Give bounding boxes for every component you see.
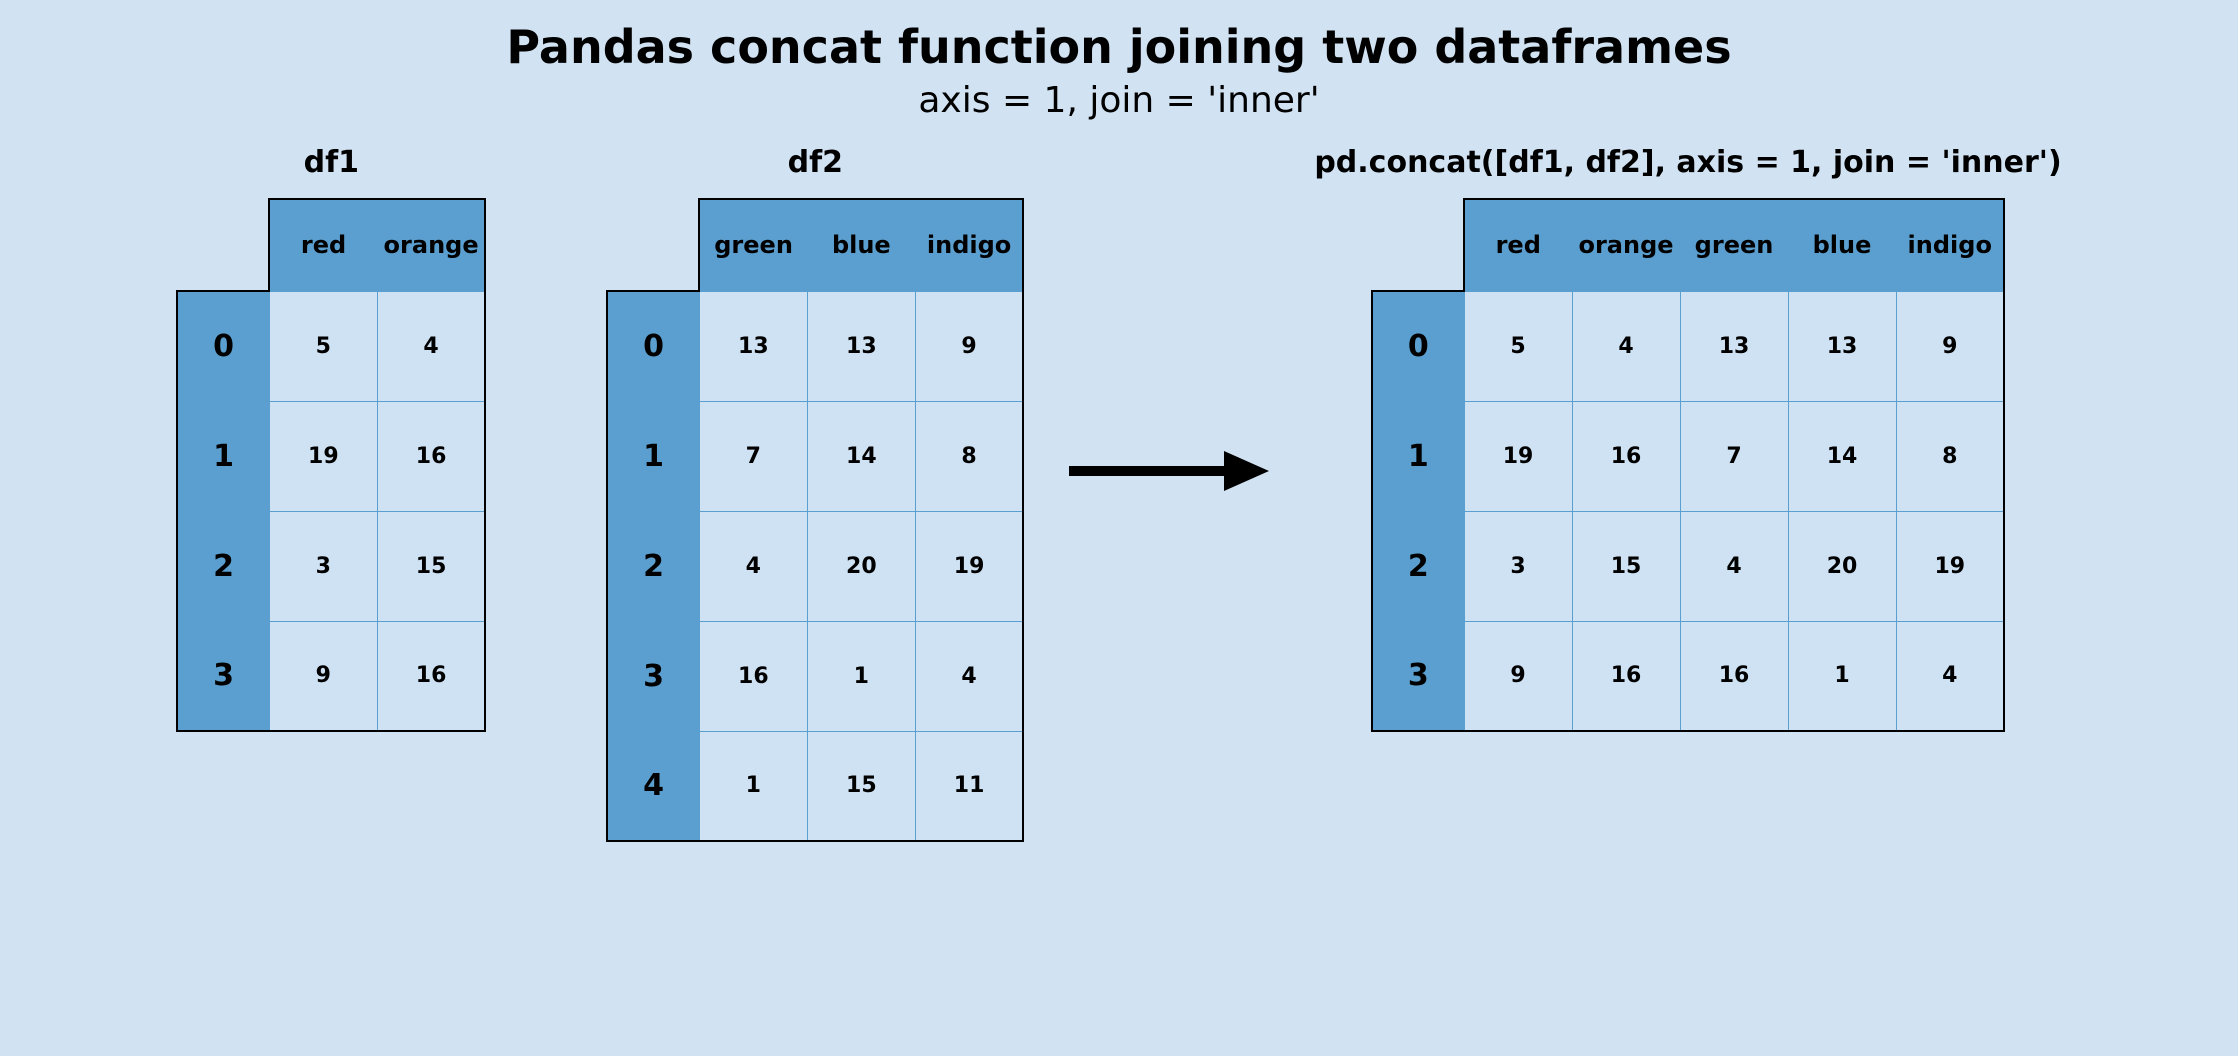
result-row-header: 3 xyxy=(1372,621,1464,731)
result-cell: 7 xyxy=(1680,401,1788,511)
df2-cell: 20 xyxy=(807,511,915,621)
df2-row-header: 4 xyxy=(607,731,699,841)
result-row-header: 1 xyxy=(1372,401,1464,511)
df1-cell: 16 xyxy=(377,401,485,511)
result-cell: 16 xyxy=(1572,401,1680,511)
df2-col-header: green xyxy=(699,199,807,291)
df1-row-header: 0 xyxy=(177,291,269,401)
df2-cell: 13 xyxy=(699,291,807,401)
tables-row: df1 redorange0541191623153916 df2 greenb… xyxy=(0,145,2238,842)
result-cell: 19 xyxy=(1896,511,2004,621)
result-block: pd.concat([df1, df2], axis = 1, join = '… xyxy=(1314,145,2061,732)
result-cell: 8 xyxy=(1896,401,2004,511)
result-cell: 20 xyxy=(1788,511,1896,621)
df1-cell: 16 xyxy=(377,621,485,731)
df2-table: greenblueindigo0131391714824201931614411… xyxy=(606,198,1024,842)
result-cell: 9 xyxy=(1464,621,1572,731)
df2-cell: 11 xyxy=(915,731,1023,841)
result-cell: 4 xyxy=(1680,511,1788,621)
result-cell: 4 xyxy=(1896,621,2004,731)
df1-blank-corner xyxy=(177,199,269,291)
result-cell: 13 xyxy=(1788,291,1896,401)
result-cell: 1 xyxy=(1788,621,1896,731)
result-table: redorangegreenblueindigo0541313911916714… xyxy=(1371,198,2005,732)
result-blank-corner xyxy=(1372,199,1464,291)
df1-table: redorange0541191623153916 xyxy=(176,198,486,732)
df2-cell: 1 xyxy=(699,731,807,841)
df1-cell: 3 xyxy=(269,511,377,621)
result-col-header: red xyxy=(1464,199,1572,291)
result-cell: 4 xyxy=(1572,291,1680,401)
df2-col-header: blue xyxy=(807,199,915,291)
result-row-header: 2 xyxy=(1372,511,1464,621)
df2-col-header: indigo xyxy=(915,199,1023,291)
result-col-header: indigo xyxy=(1896,199,2004,291)
result-col-header: orange xyxy=(1572,199,1680,291)
df2-cell: 9 xyxy=(915,291,1023,401)
df2-cell: 4 xyxy=(699,511,807,621)
df1-col-header: orange xyxy=(377,199,485,291)
result-cell: 5 xyxy=(1464,291,1572,401)
df1-row-header: 1 xyxy=(177,401,269,511)
result-cell: 13 xyxy=(1680,291,1788,401)
result-cell: 19 xyxy=(1464,401,1572,511)
df2-row-header: 1 xyxy=(607,401,699,511)
result-cell: 16 xyxy=(1572,621,1680,731)
result-cell: 14 xyxy=(1788,401,1896,511)
df1-cell: 4 xyxy=(377,291,485,401)
result-cell: 15 xyxy=(1572,511,1680,621)
df1-block: df1 redorange0541191623153916 xyxy=(176,145,486,732)
df1-cell: 19 xyxy=(269,401,377,511)
result-cell: 3 xyxy=(1464,511,1572,621)
result-cell: 16 xyxy=(1680,621,1788,731)
result-caption: pd.concat([df1, df2], axis = 1, join = '… xyxy=(1314,145,2061,180)
df2-cell: 1 xyxy=(807,621,915,731)
arrow-icon xyxy=(1064,445,1274,497)
df2-cell: 15 xyxy=(807,731,915,841)
df2-row-header: 0 xyxy=(607,291,699,401)
page-subtitle: axis = 1, join = 'inner' xyxy=(0,80,2238,121)
result-col-header: green xyxy=(1680,199,1788,291)
df2-cell: 16 xyxy=(699,621,807,731)
arrow xyxy=(1064,445,1274,497)
df2-row-header: 3 xyxy=(607,621,699,731)
df2-caption: df2 xyxy=(788,145,843,180)
df2-cell: 8 xyxy=(915,401,1023,511)
df2-cell: 7 xyxy=(699,401,807,511)
df2-cell: 4 xyxy=(915,621,1023,731)
df1-cell: 15 xyxy=(377,511,485,621)
df1-row-header: 2 xyxy=(177,511,269,621)
df2-cell: 19 xyxy=(915,511,1023,621)
df2-row-header: 2 xyxy=(607,511,699,621)
result-cell: 9 xyxy=(1896,291,2004,401)
df2-blank-corner xyxy=(607,199,699,291)
canvas: Pandas concat function joining two dataf… xyxy=(0,0,2238,1056)
page-title: Pandas concat function joining two dataf… xyxy=(0,0,2238,74)
result-row-header: 0 xyxy=(1372,291,1464,401)
df2-cell: 13 xyxy=(807,291,915,401)
df1-row-header: 3 xyxy=(177,621,269,731)
result-col-header: blue xyxy=(1788,199,1896,291)
df2-cell: 14 xyxy=(807,401,915,511)
df1-col-header: red xyxy=(269,199,377,291)
df2-block: df2 greenblueindigo013139171482420193161… xyxy=(606,145,1024,842)
df1-cell: 9 xyxy=(269,621,377,731)
df1-caption: df1 xyxy=(304,145,359,180)
df1-cell: 5 xyxy=(269,291,377,401)
